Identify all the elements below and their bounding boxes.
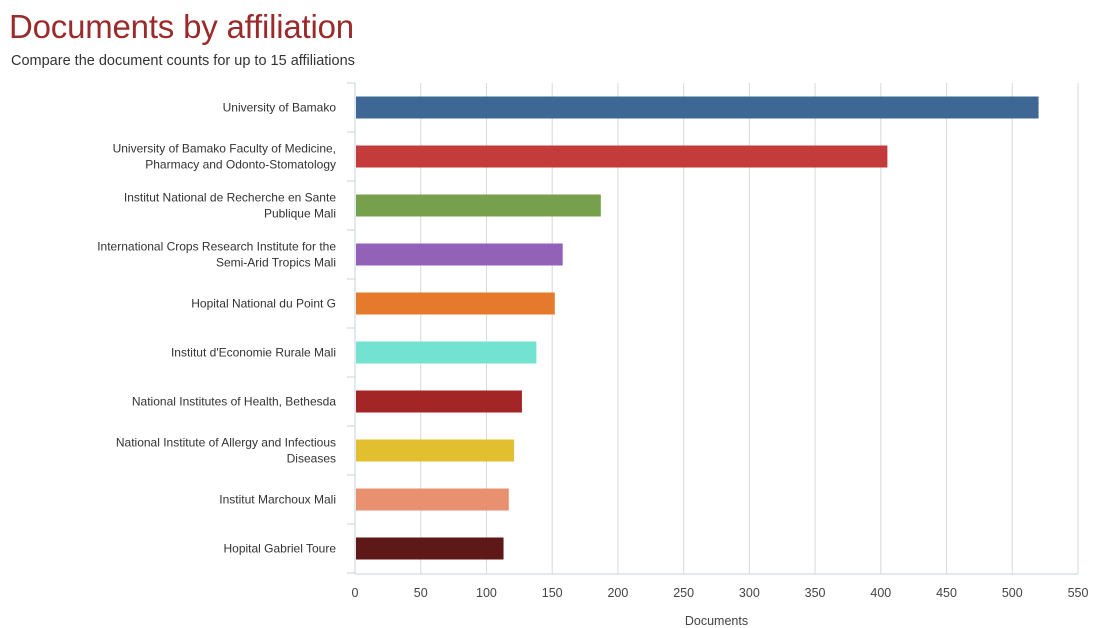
bar[interactable] <box>356 341 537 364</box>
x-tick-label: 0 <box>352 586 359 600</box>
category-label-line: Institut National de Recherche en Sante <box>124 191 336 205</box>
bar[interactable] <box>356 292 555 315</box>
x-tick-label: 300 <box>739 586 760 600</box>
category-label: International Crops Research Institute f… <box>97 240 336 270</box>
category-labels: University of Bamako University of Bamako… <box>97 101 336 556</box>
bar[interactable] <box>356 537 504 560</box>
category-label-line: National Institutes of Health, Bethesda <box>132 395 336 409</box>
category-label-line: Institut Marchoux Mali <box>219 493 336 507</box>
category-label: Hopital Gabriel Toure <box>223 542 336 556</box>
category-label-line: International Crops Research Institute f… <box>97 240 336 254</box>
category-label-line: Publique Mali <box>264 207 336 221</box>
x-tick-label: 550 <box>1068 586 1089 600</box>
x-tick-label: 400 <box>870 586 891 600</box>
x-tick-label: 450 <box>936 586 957 600</box>
category-label: Institut National de Recherche en Sante P… <box>124 191 336 221</box>
category-label-line: University of Bamako <box>223 101 337 115</box>
category-label-line: Institut d'Economie Rurale Mali <box>171 346 336 360</box>
bar[interactable] <box>356 243 563 266</box>
x-tick-label: 500 <box>1002 586 1023 600</box>
category-label-line: Hopital Gabriel Toure <box>223 542 336 556</box>
category-label-line: University of Bamako Faculty of Medicine… <box>113 142 336 156</box>
x-tick-label: 50 <box>414 586 428 600</box>
bars <box>356 96 1039 560</box>
bar[interactable] <box>356 145 888 168</box>
bar[interactable] <box>356 439 515 462</box>
category-label: Institut d'Economie Rurale Mali <box>171 346 336 360</box>
x-tick-label: 200 <box>607 586 628 600</box>
x-tick-label: 350 <box>805 586 826 600</box>
bar[interactable] <box>356 96 1039 119</box>
bar[interactable] <box>356 488 509 511</box>
category-label-line: Diseases <box>287 452 336 466</box>
category-label-line: Hopital National du Point G <box>191 297 336 311</box>
x-tick-label: 100 <box>476 586 497 600</box>
x-axis-title: Documents <box>685 614 748 628</box>
bar[interactable] <box>356 390 522 413</box>
category-label-line: Pharmacy and Odonto-Stomatology <box>145 158 336 172</box>
category-label: Institut Marchoux Mali <box>219 493 336 507</box>
category-label: National Institutes of Health, Bethesda <box>132 395 336 409</box>
axes <box>347 82 1078 575</box>
x-tick-label: 250 <box>673 586 694 600</box>
x-tick-labels: 0 50 100 150 200 250 300 350 400 450 500 550 <box>352 586 1089 600</box>
chart-subtitle: Compare the document counts for up to 15… <box>11 53 355 69</box>
x-tick-label: 150 <box>542 586 563 600</box>
category-label: University of Bamako Faculty of Medicine… <box>113 142 336 172</box>
category-label: National Institute of Allergy and Infect… <box>116 436 336 466</box>
category-label: Hopital National du Point G <box>191 297 336 311</box>
chart-title: Documents by affiliation <box>9 8 354 45</box>
bar[interactable] <box>356 194 601 217</box>
category-label-line: National Institute of Allergy and Infect… <box>116 436 336 450</box>
category-label-line: Semi-Arid Tropics Mali <box>216 256 336 270</box>
category-label: University of Bamako <box>223 101 337 115</box>
